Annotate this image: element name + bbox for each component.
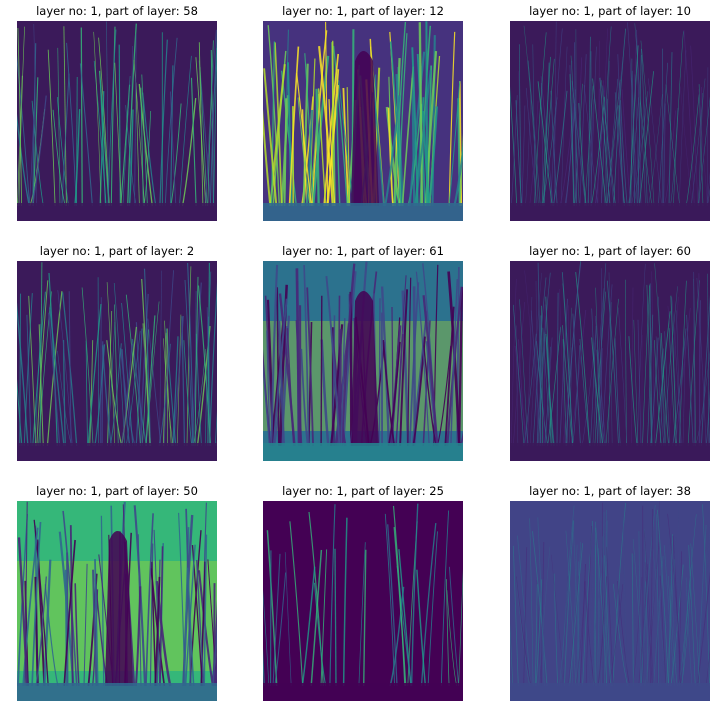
panel-title: layer no: 1, part of layer: 10 [529, 4, 691, 18]
panel-title: layer no: 1, part of layer: 25 [282, 484, 444, 498]
panel-title: layer no: 1, part of layer: 2 [39, 244, 195, 258]
panel-title: layer no: 1, part of layer: 61 [282, 244, 444, 258]
feature-map-image [263, 261, 463, 461]
feature-map-image [17, 21, 217, 221]
feature-map-image [510, 261, 710, 461]
feature-map-image [510, 21, 710, 221]
feature-map-image [17, 501, 217, 701]
panel-title: layer no: 1, part of layer: 50 [36, 484, 198, 498]
panel-title: layer no: 1, part of layer: 60 [529, 244, 691, 258]
feature-map-image [510, 501, 710, 701]
panel-title: layer no: 1, part of layer: 38 [529, 484, 691, 498]
panel-title: layer no: 1, part of layer: 58 [36, 4, 198, 18]
panel-title: layer no: 1, part of layer: 12 [282, 4, 444, 18]
feature-map-image [263, 21, 463, 221]
feature-map-image [263, 501, 463, 701]
feature-map-image [17, 261, 217, 461]
